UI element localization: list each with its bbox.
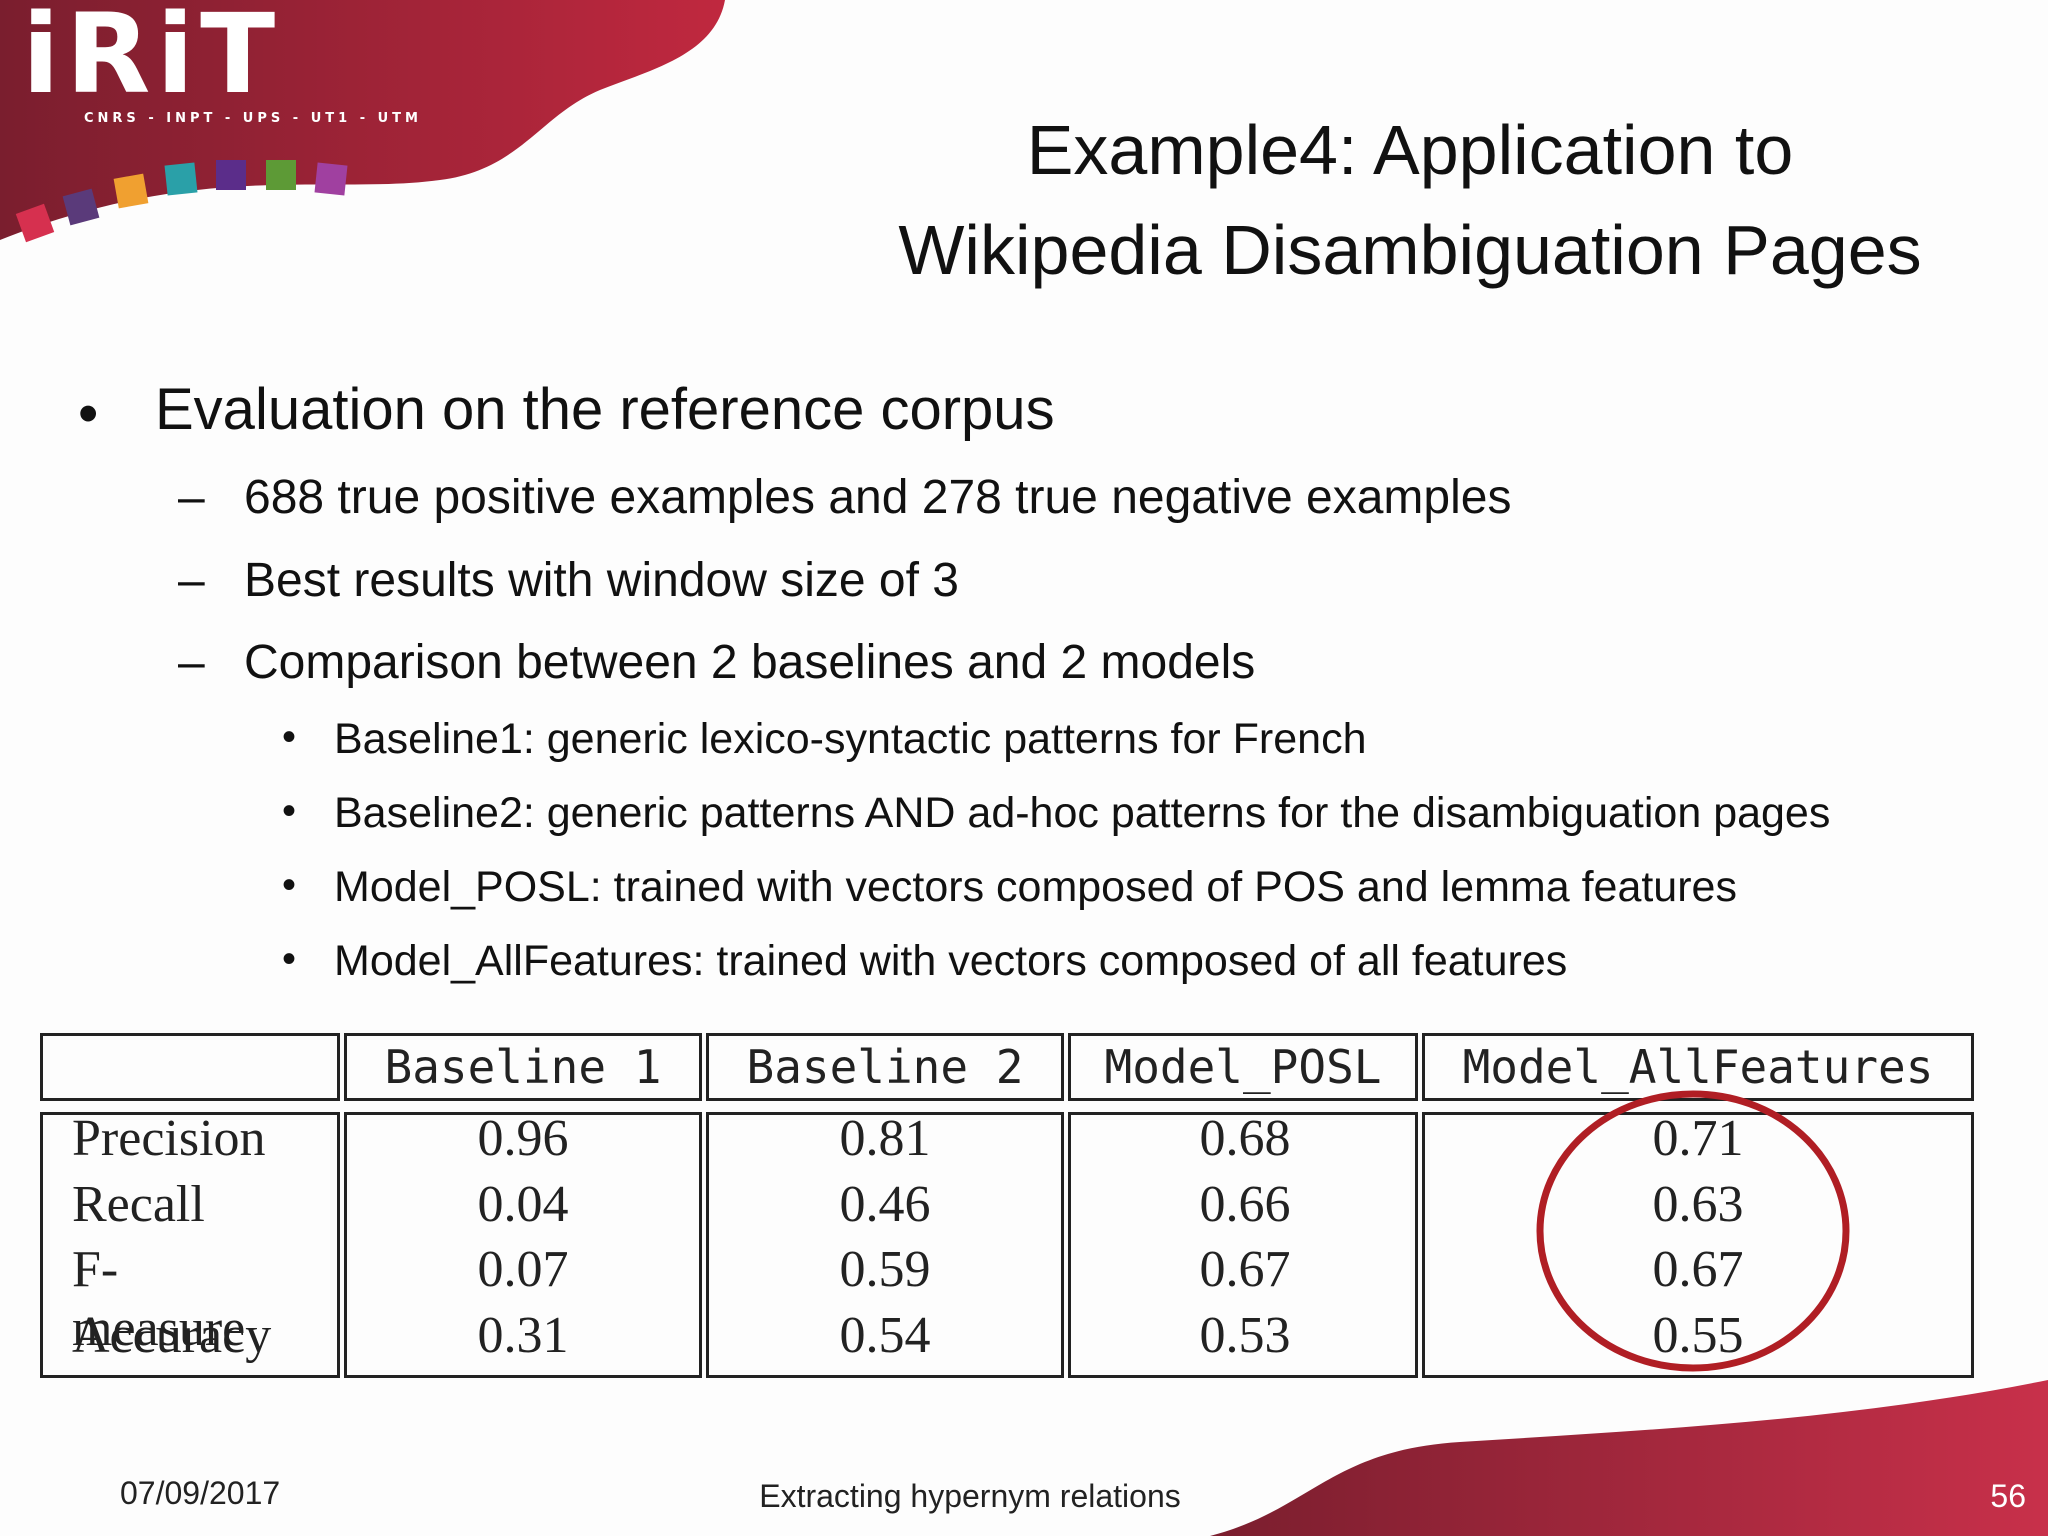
irit-logo: iRiT CNRS - INPT - UPS - UT1 - UTM [0, 0, 725, 243]
table-cell: 0.81 [839, 1110, 931, 1167]
row-label-recall: Recall [72, 1176, 205, 1233]
row-label-precision: Precision [72, 1110, 266, 1167]
row-label-fmeasure: F-measure [72, 1241, 246, 1357]
table-cell: 0.07 [477, 1241, 569, 1298]
page-number: 56 [1990, 1478, 2026, 1514]
bullet-dot: • [282, 715, 297, 759]
table-header-cell: Model_AllFeatures [1422, 1033, 1974, 1101]
logo-wordmark: iRiT [22, 0, 281, 118]
logo-tagline: CNRS - INPT - UPS - UT1 - UTM [84, 111, 422, 126]
table-header-empty [40, 1033, 340, 1101]
table-cell: 0.67 [1652, 1241, 1744, 1298]
dash-marker: – [178, 636, 205, 689]
dash-marker: – [178, 471, 205, 524]
table-body-col [1068, 1112, 1418, 1378]
bullet-level2-item: 688 true positive examples and 278 true … [244, 471, 1512, 524]
bullet-dot: • [78, 381, 99, 446]
bullet-dot: • [282, 937, 297, 981]
bullet-level1: Evaluation on the reference corpus [155, 377, 1055, 442]
table-cell: 0.53 [1199, 1307, 1291, 1364]
title-line-2: Wikipedia Disambiguation Pages [898, 211, 1922, 289]
table-cell: 0.71 [1652, 1110, 1744, 1167]
dash-marker: – [178, 554, 205, 607]
logo-squares [15, 160, 348, 243]
table-cell: 0.55 [1652, 1307, 1744, 1364]
bullet-level3-item: Baseline2: generic patterns AND ad-hoc p… [334, 789, 1831, 837]
table-cell: 0.67 [1199, 1241, 1291, 1298]
bullet-level2-item: Comparison between 2 baselines and 2 mod… [244, 636, 1256, 689]
table-cell: 0.31 [477, 1307, 569, 1364]
table-header-cell: Model_POSL [1068, 1033, 1418, 1101]
bullet-level3-item: Model_POSL: trained with vectors compose… [334, 863, 1737, 911]
footer-date: 07/09/2017 [120, 1475, 281, 1511]
table-cell: 0.96 [477, 1110, 569, 1167]
table-cell: 0.04 [477, 1176, 569, 1233]
table-cell: 0.66 [1199, 1176, 1291, 1233]
bullet-dot: • [282, 863, 297, 907]
table-cell: 0.63 [1652, 1176, 1744, 1233]
bullet-level3-item: Model_AllFeatures: trained with vectors … [334, 937, 1568, 985]
table-body-labels [40, 1112, 340, 1378]
bullet-level2-item: Best results with window size of 3 [244, 554, 959, 607]
bullet-dot: • [282, 789, 297, 833]
slide-title: Example4: Application to Wikipedia Disam… [780, 100, 2040, 300]
table-cell: 0.68 [1199, 1110, 1291, 1167]
table-cell: 0.54 [839, 1307, 931, 1364]
footer-title: Extracting hypernym relations [759, 1478, 1181, 1514]
table-header-cell: Baseline 2 [706, 1033, 1064, 1101]
title-line-1: Example4: Application to [1026, 111, 1794, 189]
table-header-cell: Baseline 1 [344, 1033, 702, 1101]
table-body-col [344, 1112, 702, 1378]
bullet-level3-item: Baseline1: generic lexico-syntactic patt… [334, 715, 1367, 763]
table-body-col [706, 1112, 1064, 1378]
footer-swoosh [1210, 1380, 2048, 1536]
table-cell: 0.59 [839, 1241, 931, 1298]
row-label-accuracy: Accuracy [72, 1307, 272, 1364]
table-body-col [1422, 1112, 1974, 1378]
highlight-ellipse [1536, 1090, 1850, 1372]
table-cell: 0.46 [839, 1176, 931, 1233]
